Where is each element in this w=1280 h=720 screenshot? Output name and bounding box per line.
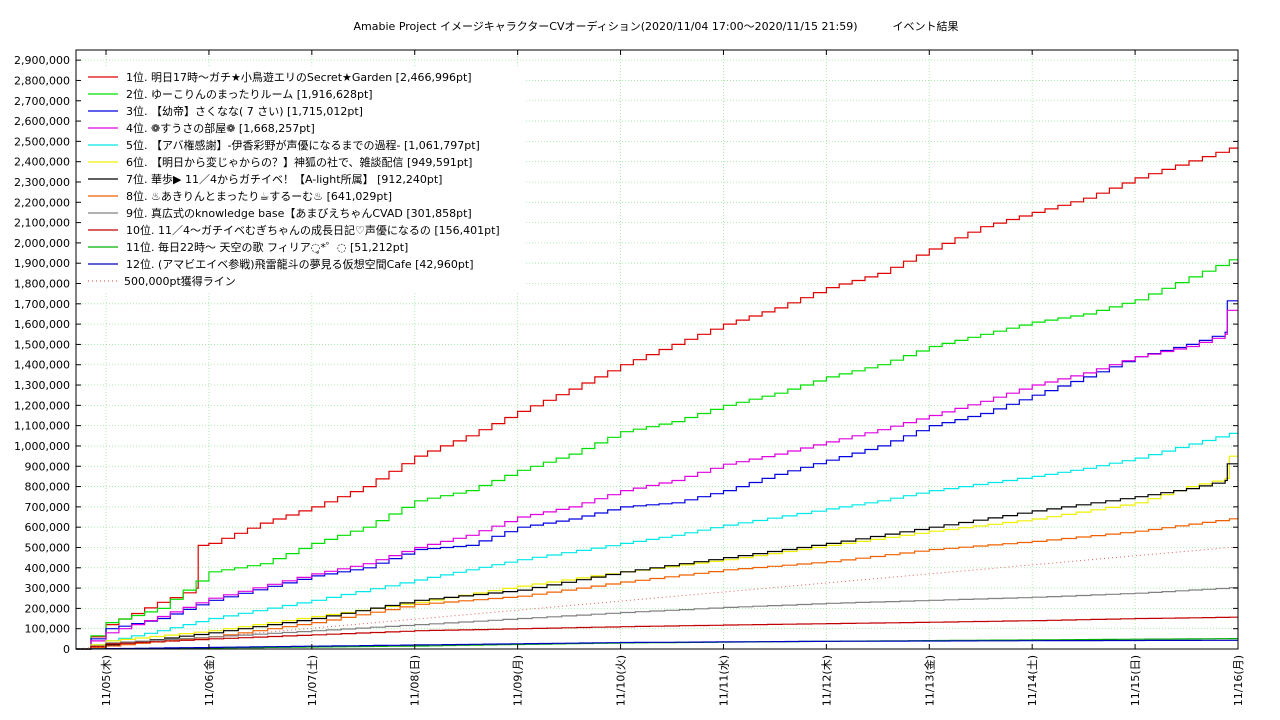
x-tick-label: 11/16(月)	[1232, 655, 1245, 706]
y-tick-label: 1,900,000	[14, 257, 70, 270]
series-line-12	[76, 639, 1238, 650]
series-line-9	[76, 587, 1238, 650]
y-tick-label: 200,000	[25, 602, 71, 615]
series-line-7	[76, 463, 1238, 650]
x-tick-label: 11/05(木)	[100, 655, 113, 706]
y-tick-label: 2,800,000	[14, 74, 70, 87]
x-tick-label: 11/12(木)	[820, 655, 833, 706]
x-tick-label: 11/14(土)	[1026, 655, 1039, 706]
series-line-8	[76, 518, 1238, 650]
series-line-10	[76, 616, 1238, 650]
y-tick-label: 1,300,000	[14, 379, 70, 392]
y-tick-label: 400,000	[25, 562, 71, 575]
x-tick-label: 11/10(火)	[615, 655, 628, 706]
plot-frame	[75, 49, 1239, 650]
x-tick-label: 11/13(金)	[922, 655, 936, 706]
series-line-4	[76, 309, 1238, 650]
x-tick-label: 11/06(金)	[202, 655, 216, 706]
y-tick-label: 100,000	[25, 623, 71, 636]
legend-label-1: 1位. 明日17時〜ガチ★小鳥遊エリのSecret★Garden [2,466,…	[126, 70, 472, 84]
legend-label-4: 4位. ❁すうさの部屋❁ [1,668,257pt]	[126, 121, 315, 135]
y-tick-label: 1,000,000	[14, 440, 70, 453]
legend-label-5: 5位. 【アバ権感謝】-伊香彩野が声優になるまでの過程- [1,061,797p…	[126, 138, 480, 152]
y-tick-label: 0	[63, 643, 70, 656]
axis-layer: 0 100,000 200,000 300,000 400,000 500,000 600,…	[14, 49, 1245, 706]
y-tick-label: 900,000	[25, 460, 71, 473]
y-tick-label: 2,400,000	[14, 156, 70, 169]
y-tick-label: 2,500,000	[14, 135, 70, 148]
legend-label-11: 11位. 毎日22時〜 天空の歌 フィリア◌̥*゜◌ [51,212pt]	[126, 240, 408, 254]
series-line-6	[76, 455, 1238, 650]
series-line-2	[76, 259, 1238, 650]
y-tick-label: 1,100,000	[14, 420, 70, 433]
y-tick-label: 1,800,000	[14, 278, 70, 291]
y-tick-label: 2,100,000	[14, 217, 70, 230]
legend-background	[78, 66, 526, 292]
series-line-13	[75, 547, 1238, 650]
x-tick-label: 11/07(土)	[306, 655, 319, 706]
y-tick-label: 2,300,000	[14, 176, 70, 189]
legend-label-9: 9位. 真広式のknowledge base【あまびえちゃんCVAD [301,…	[126, 206, 472, 220]
legend-label-6: 6位. 【明日から変じゃからの？】神狐の社で、雑談配信 [949,591pt]	[126, 155, 472, 169]
chart-title: Amabie Project イメージキャラクターCVオーディション(2020/…	[353, 20, 959, 33]
x-tick-label: 11/09(月)	[512, 655, 525, 706]
legend-label-3: 3位. 【幼帝】さくなな( 7 さい) [1,715,012pt]	[126, 104, 363, 118]
series-line-3	[76, 300, 1238, 650]
legend-label-13: 500,000pt獲得ライン	[124, 275, 236, 288]
series-line-1	[76, 147, 1238, 650]
series-layer	[75, 147, 1238, 650]
x-tick-label: 11/11(水)	[717, 655, 730, 706]
y-tick-label: 600,000	[25, 521, 71, 534]
y-tick-label: 1,700,000	[14, 298, 70, 311]
y-tick-label: 2,700,000	[14, 95, 70, 108]
legend-label-12: 12位. (アマビエイベ参戦)飛雷龍斗の夢見る仮想空間Cafe [42,960p…	[126, 257, 474, 271]
y-tick-label: 2,000,000	[14, 237, 70, 250]
y-tick-label: 2,900,000	[14, 54, 70, 67]
y-tick-label: 300,000	[25, 582, 71, 595]
legend-label-8: 8位. ♨あきりんとまったり☕するーむ♨ [641,029pt]	[126, 189, 392, 203]
y-tick-label: 1,600,000	[14, 318, 70, 331]
legend-label-2: 2位. ゆーこりんのまったりルーム [1,916,628pt]	[126, 87, 373, 101]
y-tick-label: 1,500,000	[14, 338, 70, 351]
series-line-5	[76, 432, 1238, 650]
y-tick-label: 2,600,000	[14, 115, 70, 128]
y-tick-label: 700,000	[25, 501, 71, 514]
legend: 1位. 明日17時〜ガチ★小鳥遊エリのSecret★Garden [2,466,…	[88, 70, 500, 288]
y-tick-label: 800,000	[25, 481, 71, 494]
x-tick-label: 11/08(日)	[409, 655, 422, 706]
y-tick-label: 2,200,000	[14, 196, 70, 209]
y-tick-label: 500,000	[25, 541, 71, 554]
legend-label-10: 10位. 11／4〜ガチイベむぎちゃんの成長日記♡声優になるの [156,401…	[126, 223, 500, 237]
x-tick-label: 11/15(日)	[1129, 655, 1142, 706]
y-tick-label: 1,400,000	[14, 359, 70, 372]
legend-label-7: 7位. 華歩▶ 11／4からガチイベ！【A-light所属】 [912,240p…	[126, 172, 442, 186]
y-tick-label: 1,200,000	[14, 399, 70, 412]
